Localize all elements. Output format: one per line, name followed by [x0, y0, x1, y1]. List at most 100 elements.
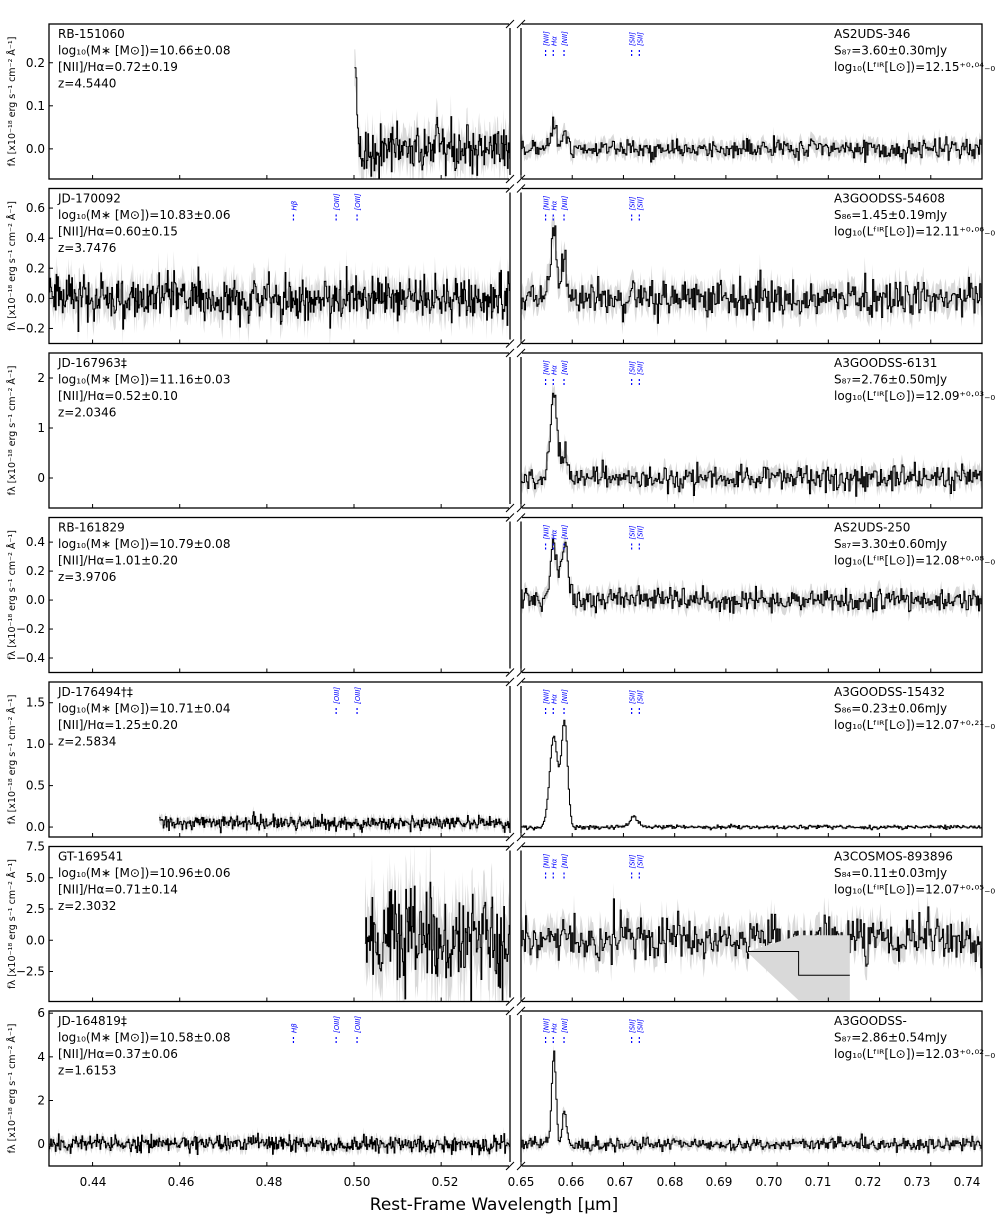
axis-break-mask: [509, 339, 522, 348]
spectrum-trace: [521, 116, 982, 164]
spectrum-trace: [159, 811, 511, 834]
submm-id: A3GOODSS-: [834, 1014, 907, 1028]
spectrum-trace: [49, 266, 510, 332]
axes-frame-right: [520, 23, 983, 180]
axis-break-mask: [509, 1007, 522, 1015]
x-tick-label: 0.67: [607, 1175, 634, 1189]
redshift: z=4.5440: [58, 77, 116, 91]
y-axis-title: fλ [x10⁻¹⁸ erg s⁻¹ cm⁻² Å⁻¹]: [6, 37, 18, 167]
spectrum-panel: 6 4 2 0 fλ [x10⁻¹⁸ erg s⁻¹ cm⁻² Å⁻¹] JD-16481…: [6, 1006, 996, 1171]
stellar-mass: log₁₀(M∗ [M⊙])=11.16±0.03: [58, 373, 230, 387]
stellar-mass: log₁₀(M∗ [M⊙])=10.96±0.06: [58, 866, 230, 880]
plot-area: [49, 1045, 982, 1162]
plot-area: [521, 529, 982, 624]
line-id-label: [SII]: [629, 196, 637, 210]
axes-frame-left: [48, 516, 511, 674]
axes-frame-right: [520, 681, 983, 838]
line-id-label: [SII]: [629, 525, 637, 539]
line-id-label: [NII]: [561, 360, 569, 375]
submm-flux: S₈₄=0.11±0.03mJy: [834, 866, 947, 880]
y-tick-label: −2.5: [16, 965, 45, 979]
line-id-label: [OIII]: [354, 193, 362, 210]
submm-id: A3GOODSS-15432: [834, 685, 945, 699]
axis-break-mark: [516, 677, 526, 687]
plot-area: [354, 49, 982, 179]
line-id-label: [OIII]: [333, 193, 341, 210]
spectrum-panel: 0.6 0.4 0.2 0.0 −0.2fλ [x10⁻¹⁸ erg s⁻¹ cm⁻² …: [6, 184, 996, 348]
line-id-label: [NII]: [543, 853, 551, 868]
x-tick-label: 0.74: [954, 1175, 981, 1189]
line-id-label: Hβ: [290, 1023, 298, 1033]
plot-area: [159, 719, 982, 837]
error-band: [521, 882, 982, 986]
y-tick-label: 0.1: [26, 99, 45, 113]
line-id-label: [NII]: [561, 524, 569, 539]
spectrum-trace: [49, 1132, 510, 1156]
line-id-label: [OIII]: [354, 687, 362, 704]
x-tick-label: 0.44: [80, 1175, 107, 1189]
axis-break-mark: [505, 174, 515, 184]
fir-luminosity: log₁₀(Lᶠᴵᴿ[L⊙])=12.03⁺⁰·⁰²₋₀.₀₂: [834, 1047, 996, 1061]
submm-id: A3GOODSS-54608: [834, 192, 945, 206]
nii-ha-ratio: [NII]/Hα=1.25±0.20: [58, 718, 178, 732]
axis-break-mark: [516, 184, 526, 193]
y-tick-label: 0.6: [26, 201, 45, 215]
axes-frame-right: [520, 845, 983, 1003]
spectrum-trace: [521, 392, 982, 497]
line-id-label: [SII]: [636, 854, 644, 868]
galaxy-id: RB-161829: [58, 521, 125, 535]
x-tick-label: 0.72: [855, 1175, 882, 1189]
line-id-label: [SII]: [629, 361, 637, 375]
submm-id: A3COSMOS-893896: [834, 850, 953, 864]
submm-flux: S₈₇=2.76±0.50mJy: [834, 373, 947, 387]
line-id-label: [NII]: [543, 689, 551, 704]
y-axis-title: fλ [x10⁻¹⁸ erg s⁻¹ cm⁻² Å⁻¹]: [6, 859, 18, 989]
line-id-label: [NII]: [543, 31, 551, 46]
y-axis-title: fλ [x10⁻¹⁸ erg s⁻¹ cm⁻² Å⁻¹]: [6, 366, 18, 496]
line-id-label: [NII]: [561, 31, 569, 46]
x-tick-label: 0.66: [558, 1175, 585, 1189]
spectrum-panel: 7.5 5.0 2.5 0.0 −2.5fλ [x10⁻¹⁸ erg s⁻¹ cm⁻² …: [6, 840, 996, 1006]
line-id-label: [NII]: [543, 360, 551, 375]
spectrum-panel: 2 1 0 fλ [x10⁻¹⁸ erg s⁻¹ cm⁻² Å⁻¹] JD-167963…: [6, 348, 996, 513]
axis-break-mark: [516, 19, 526, 29]
submm-id: AS2UDS-346: [834, 27, 910, 41]
axis-break-mask: [509, 513, 522, 522]
line-id-label: [SII]: [629, 1019, 637, 1033]
line-id-label: [NII]: [561, 689, 569, 704]
spectrum-panel: 1.5 1.0 0.5 0.0 fλ [x10⁻¹⁸ erg s⁻¹ cm⁻² Å⁻¹]…: [6, 677, 996, 842]
line-id-label: [NII]: [543, 524, 551, 539]
x-tick-label: 0.46: [168, 1175, 195, 1189]
gap-trace: [747, 951, 850, 976]
submm-flux: S₈₆=1.45±0.19mJy: [834, 208, 947, 222]
spectrum-trace: [521, 1050, 982, 1154]
y-tick-label: 4: [37, 1050, 45, 1064]
x-tick-labels: 0.44 0.46 0.48 0.50 0.52 0.65 0.66 0.67 …: [80, 1175, 981, 1189]
y-tick-label: −0.4: [16, 651, 45, 665]
redshift: z=2.5834: [58, 735, 116, 749]
line-id-label: [SII]: [629, 854, 637, 868]
line-id-label: [SII]: [629, 32, 637, 46]
axis-break-mask: [509, 175, 522, 183]
nii-ha-ratio: [NII]/Hα=1.01±0.20: [58, 554, 178, 568]
axis-break-mark: [505, 677, 515, 687]
axis-break-mask: [509, 678, 522, 686]
x-tick-label: 0.50: [344, 1175, 371, 1189]
fir-luminosity: log₁₀(Lᶠᴵᴿ[L⊙])=12.07⁺⁰·⁰⁵₋₀.₀₅: [834, 883, 996, 897]
y-tick-label: −0.2: [16, 622, 45, 636]
axis-break-mask: [509, 997, 522, 1006]
line-id-label: [OIII]: [333, 1016, 341, 1033]
y-axis-title: fλ [x10⁻¹⁸ erg s⁻¹ cm⁻² Å⁻¹]: [6, 201, 18, 331]
fir-luminosity: log₁₀(Lᶠᴵᴿ[L⊙])=12.11⁺⁰·⁰⁶₋₀.₀₆: [834, 225, 996, 239]
galaxy-id: JD-176494†‡: [57, 685, 133, 699]
axes-frame-left: [48, 1010, 511, 1167]
spectrum-trace: [354, 67, 511, 179]
stellar-mass: log₁₀(M∗ [M⊙])=10.83±0.06: [58, 208, 230, 222]
line-id-label: [NII]: [561, 1018, 569, 1033]
submm-flux: S₈₇=2.86±0.54mJy: [834, 1031, 947, 1045]
line-id-label: [NII]: [561, 853, 569, 868]
y-tick-label: 0.0: [26, 142, 45, 156]
line-id-label: Hβ: [290, 200, 298, 210]
line-id-label: Hα: [550, 858, 558, 868]
axis-break-mark: [505, 348, 515, 358]
